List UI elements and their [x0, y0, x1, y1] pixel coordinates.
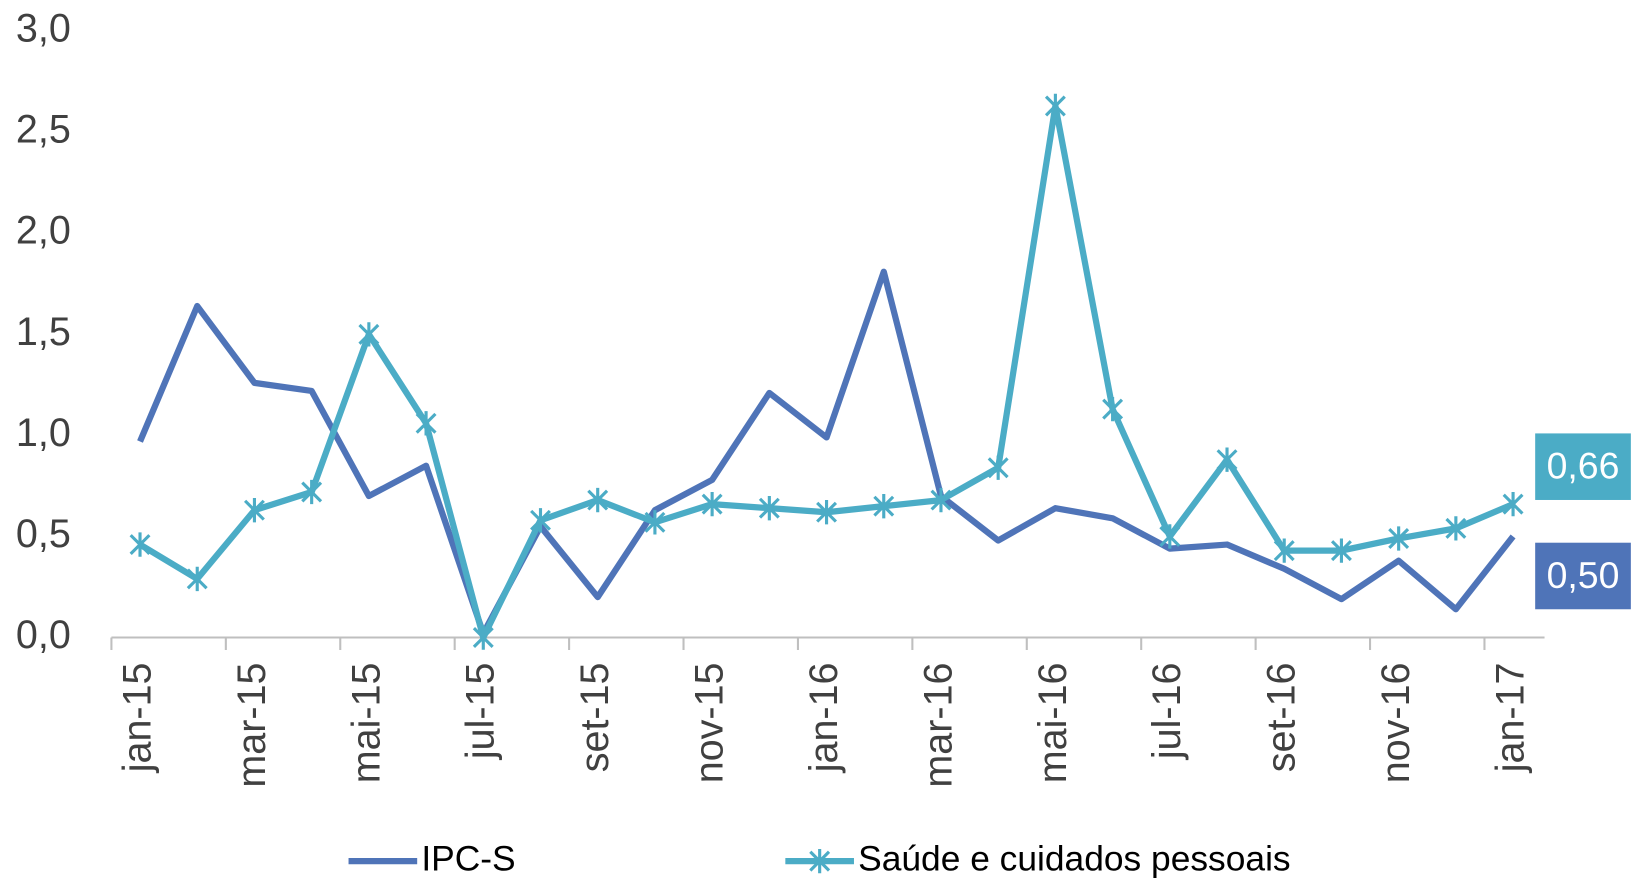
y-tick-label: 3,0: [16, 7, 71, 51]
x-tick-label: mar-15: [230, 662, 274, 787]
series-line: [137, 268, 1516, 637]
y-tick-label: 1,5: [16, 310, 71, 354]
point-marker: [358, 322, 380, 347]
point-marker: [1388, 526, 1410, 551]
y-tick-label: 0,0: [16, 613, 71, 657]
legend-item: Saúde e cuidados pessoais: [785, 839, 1291, 878]
value-label-box: [1535, 433, 1631, 500]
value-label-text: 0,66: [1547, 445, 1620, 487]
legend-marker: [809, 848, 831, 874]
y-tick-label: 2,5: [16, 108, 71, 152]
x-tick-label: jul-15: [459, 662, 503, 760]
point-marker: [472, 625, 494, 650]
point-marker: [243, 498, 265, 523]
x-tick-label: nov-15: [688, 662, 732, 783]
x-tick-label: jan-17: [1489, 662, 1533, 773]
value-label: 0,50: [1535, 542, 1631, 610]
point-marker: [301, 479, 323, 505]
legend-item: IPC-S: [348, 839, 516, 878]
x-tick-label: set-15: [573, 662, 617, 772]
point-marker: [1044, 93, 1066, 119]
x-tick-label: nov-16: [1374, 662, 1418, 783]
y-tick-label: 2,0: [16, 209, 71, 253]
point-marker: [873, 493, 895, 519]
value-label: 0,66: [1535, 433, 1631, 500]
x-tick-label: mar-16: [916, 662, 960, 787]
point-marker: [1102, 396, 1124, 422]
value-label-box: [1535, 542, 1631, 610]
point-marker: [758, 496, 780, 521]
x-tick-label: jan-16: [802, 662, 846, 773]
y-tick-label: 0,5: [16, 512, 71, 556]
point-marker: [530, 508, 551, 533]
point-marker: [129, 532, 151, 557]
point-marker: [1502, 491, 1524, 517]
point-marker: [1330, 538, 1352, 563]
legend-label: IPC-S: [421, 839, 515, 878]
series-line: [138, 102, 1515, 641]
point-marker: [701, 491, 723, 517]
x-tick-label: set-16: [1260, 662, 1304, 772]
point-marker: [930, 487, 952, 513]
point-marker: [1216, 447, 1238, 472]
y-tick-label: 1,0: [16, 411, 71, 455]
point-marker: [1273, 538, 1295, 563]
point-marker: [816, 500, 838, 525]
x-tick-label: jul-16: [1145, 662, 1189, 760]
point-marker: [644, 510, 666, 535]
legend-label: Saúde e cuidados pessoais: [858, 839, 1290, 878]
point-marker: [587, 487, 609, 513]
x-tick-label: mai-15: [344, 662, 388, 783]
point-marker: [415, 411, 437, 436]
point-marker: [1159, 524, 1181, 549]
point-marker: [987, 455, 1009, 480]
x-tick-label: mai-16: [1031, 662, 1075, 783]
x-tick-label: jan-15: [115, 662, 159, 773]
point-marker: [1445, 516, 1467, 541]
point-marker: [186, 566, 208, 592]
value-label-text: 0,50: [1547, 554, 1620, 596]
